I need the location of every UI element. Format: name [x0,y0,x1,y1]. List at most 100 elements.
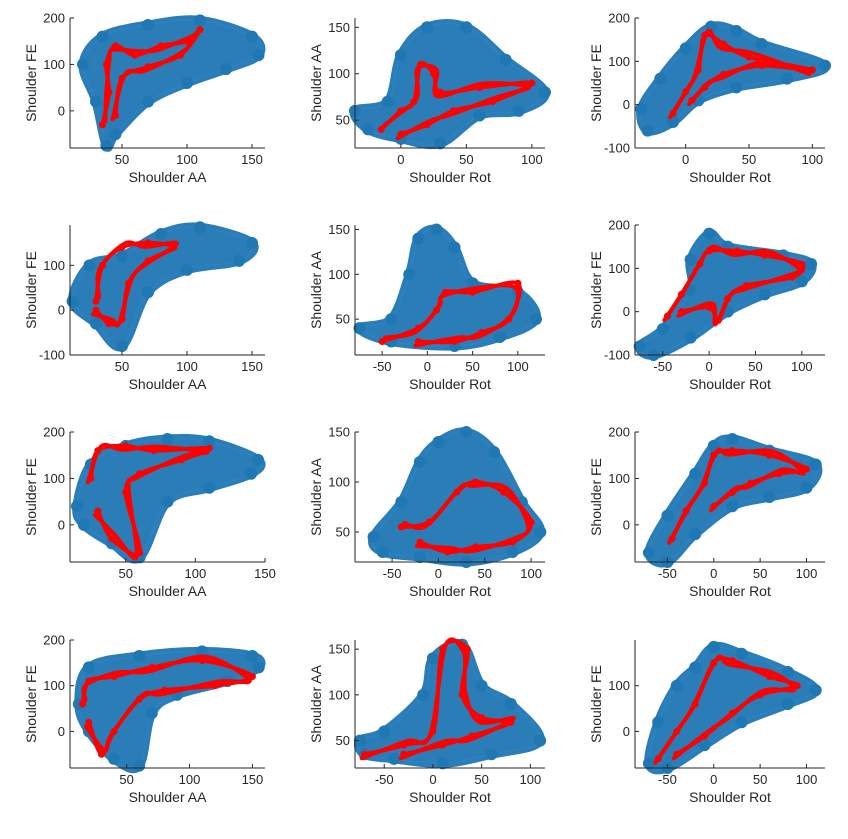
x-axis-label: Shoulder Rot [689,376,771,392]
blue-series-cloud [636,21,830,136]
red-point [475,84,483,92]
y-axis-label: Shoulder FE [588,251,604,329]
x-tick-label: -50 [373,359,392,374]
blue-point [403,268,416,281]
x-tick-label: 50 [742,152,756,167]
blue-point [90,317,102,330]
blue-point [642,546,655,559]
blue-point [698,739,711,752]
x-tick-label: 0 [682,152,689,167]
y-axis-label: Shoulder FE [23,665,39,743]
x-tick-label: 50 [474,772,488,787]
red-point [87,474,95,482]
y-tick-label: 100 [328,267,350,282]
red-point [135,695,143,703]
x-tick-label: 150 [241,359,263,374]
blue-point [473,109,486,122]
x-tick-label: -50 [375,772,394,787]
y-tick-label: 0 [58,724,65,739]
red-point [131,51,139,59]
red-point [400,741,408,749]
blue-point [385,313,398,326]
y-tick-label: 100 [328,66,350,81]
y-tick-label: 50 [336,113,350,128]
x-tick-label: 50 [115,359,129,374]
blue-point [100,139,113,152]
y-tick-label: 0 [623,724,630,739]
red-point [451,338,459,346]
blue-point [353,322,366,335]
blue-point [161,432,174,445]
red-point [157,42,165,50]
red-point [765,451,773,459]
x-tick-label: 50 [119,772,133,787]
red-point [514,279,522,287]
blue-point [654,72,667,85]
blue-point [387,752,400,765]
red-point [701,732,709,740]
red-point [775,470,783,478]
blue-point [504,698,517,710]
blue-point [689,661,702,674]
red-point [423,121,431,129]
y-axis-label: Shoulder AA [308,664,324,742]
red-point [469,288,477,296]
blue-point [109,128,122,141]
blue-point [434,137,447,150]
blue-point [133,759,146,772]
red-point [499,488,507,496]
red-point [682,507,690,515]
red-point [720,40,728,48]
y-tick-label: 100 [608,54,630,69]
blue-point [413,551,426,563]
x-tick-label: 100 [176,152,198,167]
x-tick-label: 50 [478,566,492,581]
x-tick-label: -50 [658,566,677,581]
x-tick-label: 50 [118,566,132,581]
red-point [125,279,132,287]
red-point [808,66,816,74]
blue-point [684,331,697,344]
blue-point [809,684,822,697]
red-point [110,673,118,681]
x-axis-label: Shoulder Rot [689,583,771,599]
red-point [663,312,671,320]
red-point [701,479,709,487]
x-axis-label: Shoulder Rot [409,583,491,599]
subplot-1: 50 100 150 0 100 200 Shoulder AA Shoulder FE [23,11,266,185]
x-axis-label: Shoulder Rot [689,789,771,805]
red-point [429,727,437,735]
red-series-line-return [359,637,516,761]
blue-point [689,528,702,541]
y-axis-label: Shoulder FE [23,458,39,536]
blue-point [707,640,720,653]
blue-point [82,661,95,674]
red-point [701,83,709,91]
red-point [198,657,206,665]
red-point [453,488,461,496]
y-tick-label: 50 [336,312,350,327]
red-point [728,657,736,665]
blue-point [203,481,216,494]
y-tick-label: 100 [608,261,630,276]
y-tick-label: 100 [328,475,350,490]
blue-point [534,526,547,538]
red-point [118,243,126,251]
blue-point [83,259,96,272]
y-tick-label: 100 [608,678,630,693]
x-axis-label: Shoulder Rot [409,376,491,392]
x-tick-label: 50 [459,152,473,167]
red-point [430,70,438,78]
x-tick-label: 0 [397,152,404,167]
blue-point [181,263,193,276]
blue-point [781,72,793,85]
y-tick-label: 100 [328,687,350,702]
blue-point [512,104,525,117]
red-point [248,673,256,681]
subplot-6: -50 0 50 100 -100 0 100 200 Shoulder Rot Shoulder… [588,218,825,392]
red-point [414,324,422,332]
subplot-12: -50 0 50 100 0 100 Shoulder Rot Shoulder FE [588,640,825,805]
blue-point [735,716,748,729]
blue-point [142,95,154,108]
blue-point [376,546,389,558]
